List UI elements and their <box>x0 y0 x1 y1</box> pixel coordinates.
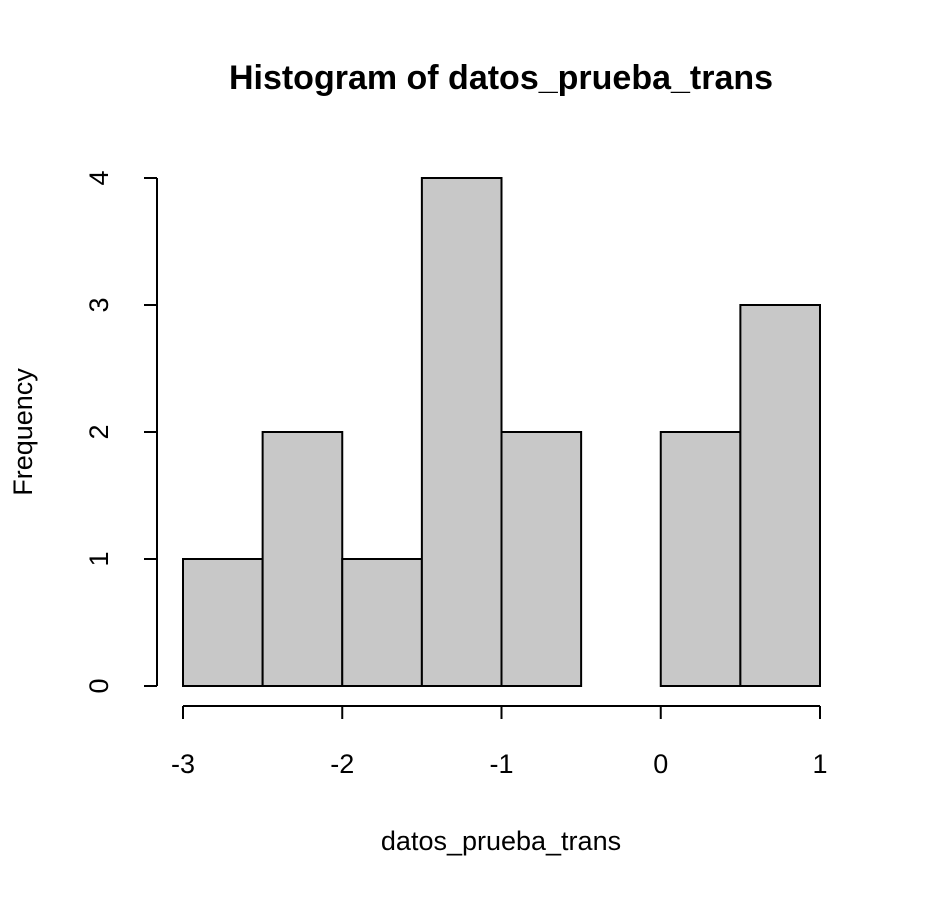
y-tick-label: 3 <box>84 297 114 312</box>
bar <box>182 558 264 687</box>
x-tick-label: -1 <box>489 749 513 779</box>
x-axis-label: datos_prueba_trans <box>381 826 621 856</box>
bar <box>420 177 503 687</box>
bar <box>739 304 821 687</box>
chart-title: Histogram of datos_prueba_trans <box>229 59 773 97</box>
bar <box>341 558 423 687</box>
y-tick-label: 4 <box>84 170 114 185</box>
y-tick-label: 2 <box>84 424 114 439</box>
x-tick-label: -2 <box>330 749 354 779</box>
y-axis-label: Frequency <box>8 368 38 496</box>
x-tick-label: 1 <box>812 749 827 779</box>
y-tick-label: 0 <box>84 678 114 693</box>
x-tick-label: 0 <box>653 749 668 779</box>
x-tick-label: -3 <box>171 749 195 779</box>
y-tick-label: 1 <box>84 551 114 566</box>
bar <box>500 431 583 687</box>
bar <box>659 431 742 687</box>
bar <box>261 431 344 687</box>
